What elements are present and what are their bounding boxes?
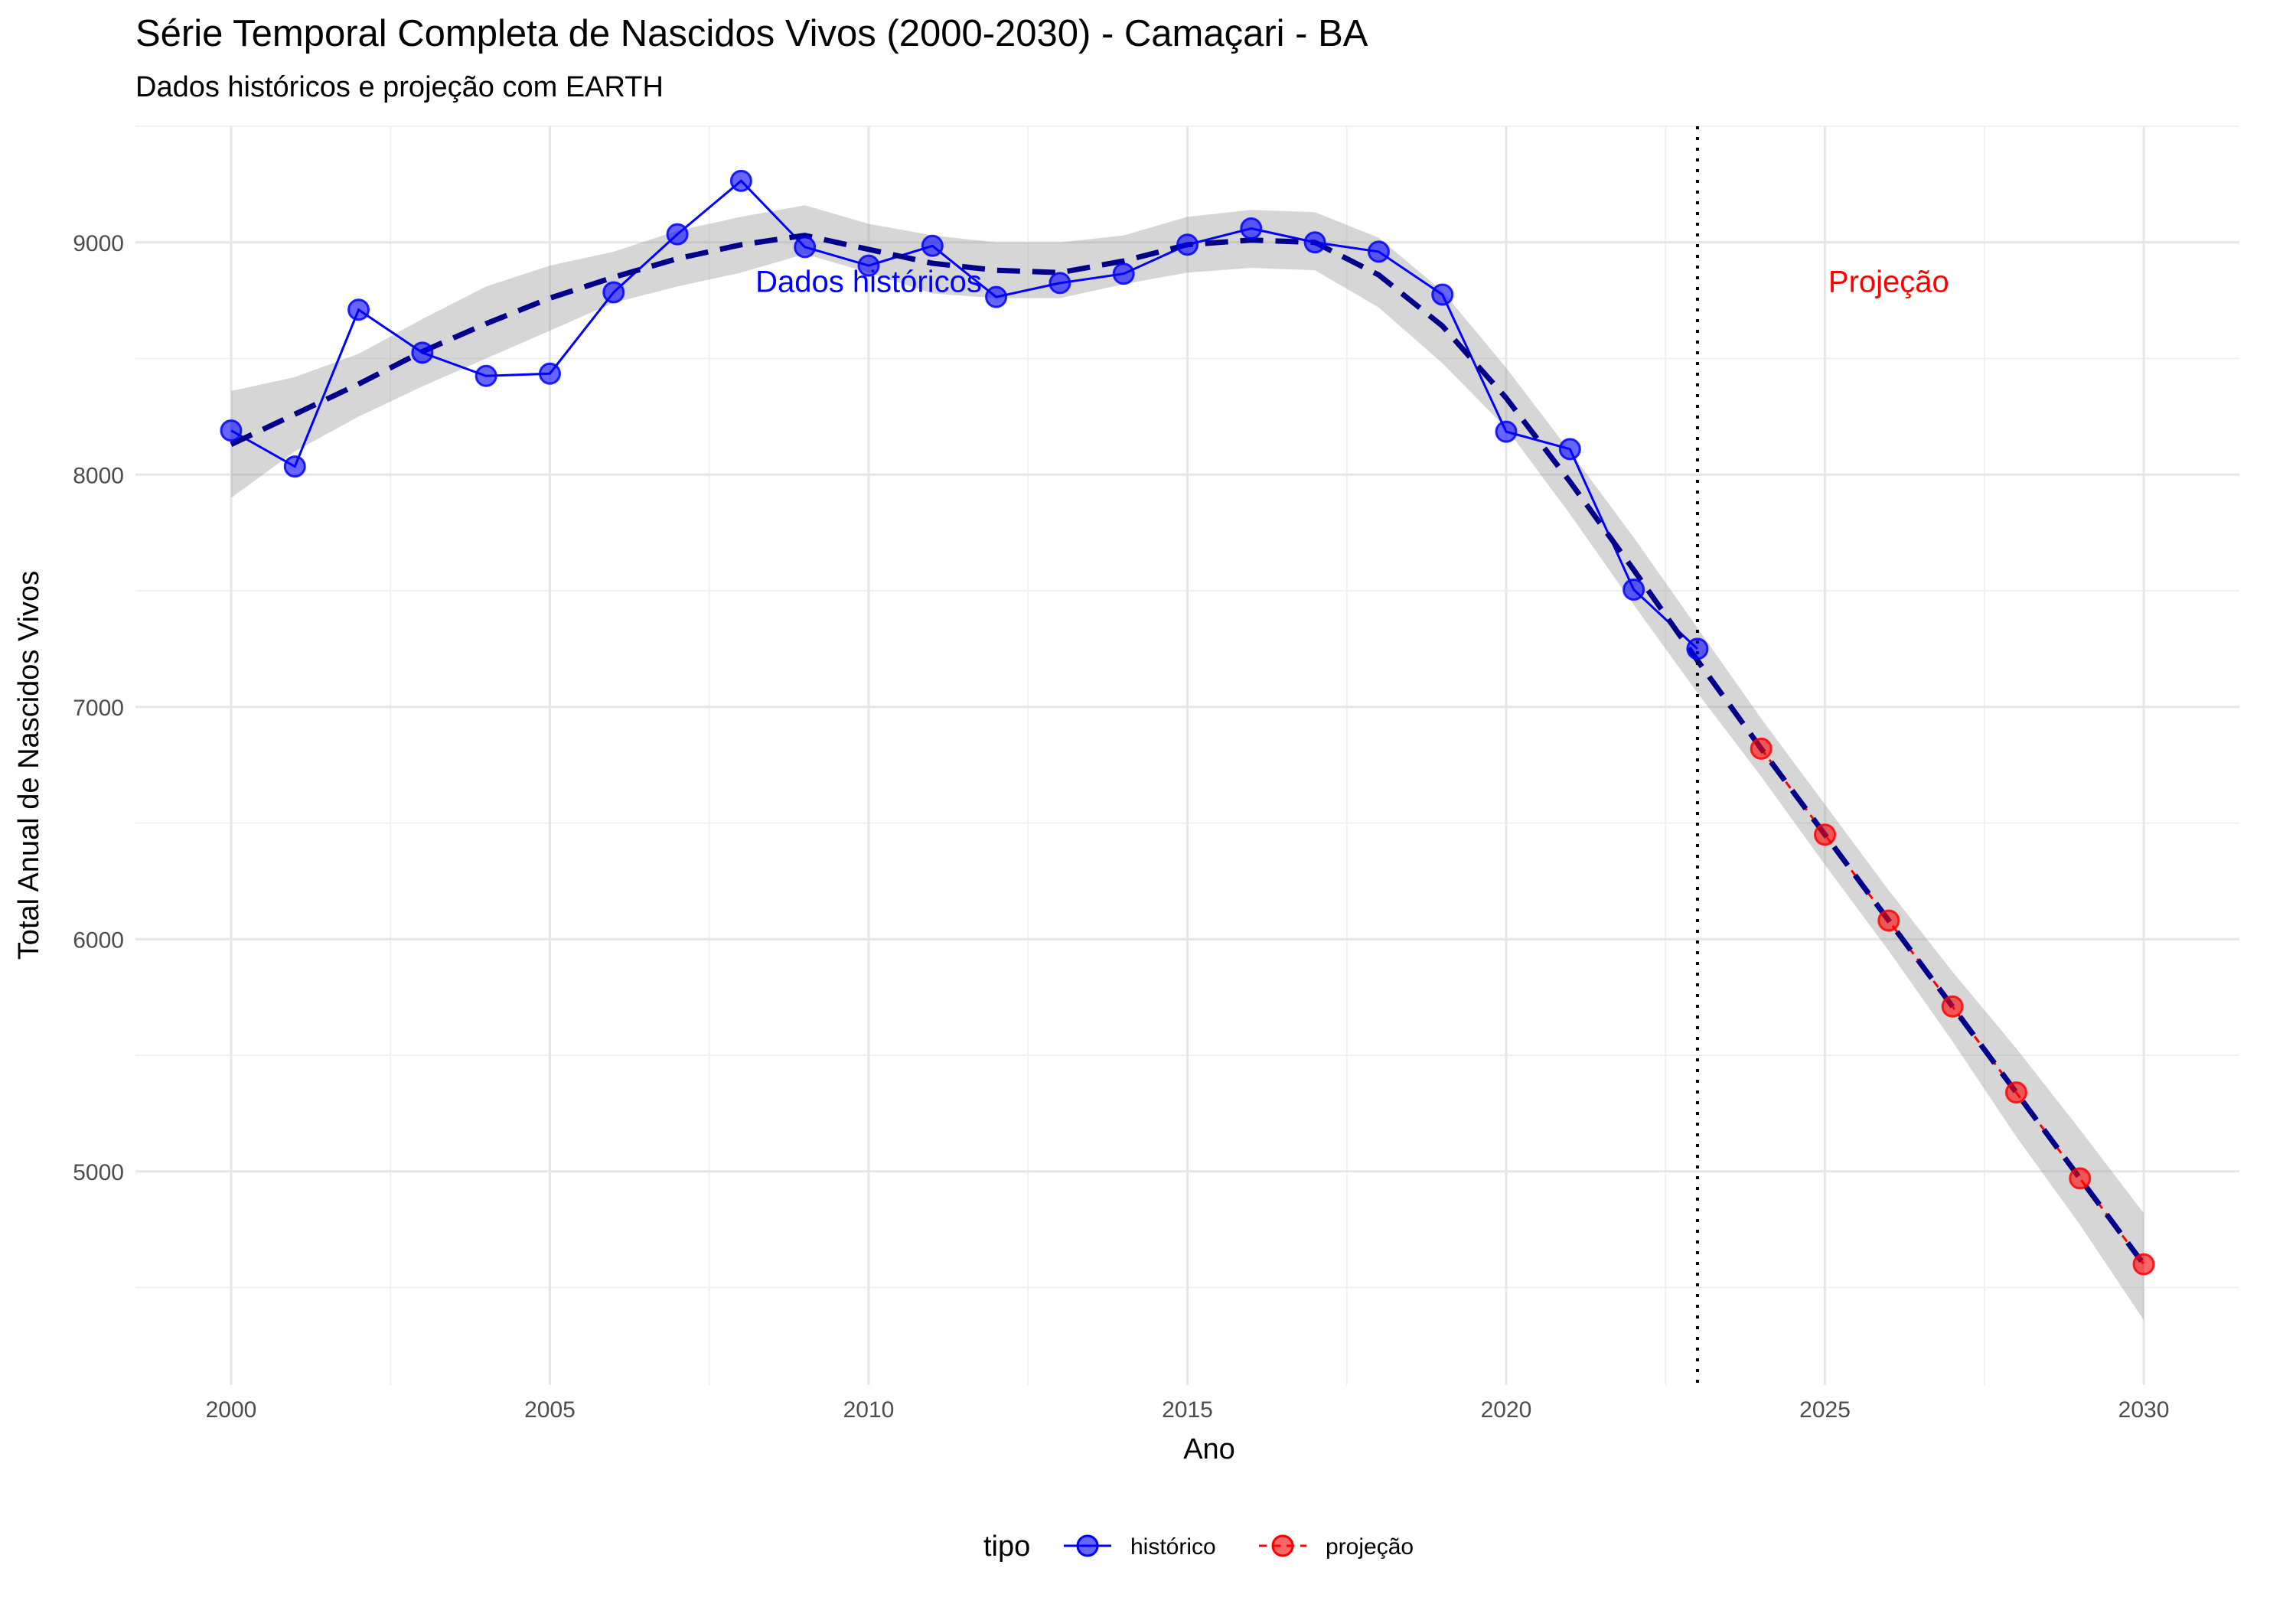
x-tick-label: 2005 (524, 1397, 576, 1423)
data-point-historico (1176, 233, 1199, 256)
data-point-projecao (1941, 995, 1964, 1018)
y-tick-label: 7000 (73, 696, 124, 721)
legend-label: histórico (1130, 1534, 1216, 1560)
y-axis-title: Total Anual de Nascidos Vivos (13, 571, 45, 960)
data-point-historico (220, 419, 243, 442)
data-point-projecao (1814, 823, 1837, 846)
data-point-historico (475, 364, 497, 387)
data-point-projecao (1877, 909, 1900, 932)
x-axis-title: Ano (1183, 1433, 1235, 1465)
legend-title: tipo (983, 1530, 1030, 1563)
annotations-layer: Dados históricos Projeção (755, 265, 1949, 298)
legend: tipo histórico projeção (983, 1530, 1414, 1563)
series-line-historico (230, 179, 1698, 650)
data-point-historico (921, 234, 944, 257)
x-tick-label: 2030 (2118, 1397, 2170, 1423)
data-point-historico (666, 223, 689, 246)
data-point-projecao (2069, 1167, 2092, 1190)
x-axis-ticks: 2000 2005 2010 2015 2020 2025 2030 (206, 1397, 2170, 1423)
legend-label: projeção (1326, 1534, 1414, 1560)
y-axis-ticks: 5000 6000 7000 8000 9000 (73, 231, 124, 1185)
data-point-historico (985, 285, 1008, 308)
chart-title: Série Temporal Completa de Nascidos Vivo… (135, 13, 1368, 54)
confidence-ribbon (230, 205, 2144, 1321)
x-tick-label: 2015 (1162, 1397, 1213, 1423)
data-point-historico (411, 341, 434, 364)
data-point-historico (1049, 272, 1071, 295)
data-point-historico (1240, 217, 1263, 240)
confidence-ribbon-layer (230, 205, 2144, 1321)
data-point-historico (1558, 438, 1581, 461)
legend-key-point (1076, 1534, 1099, 1557)
y-tick-label: 6000 (73, 927, 124, 953)
data-point-historico (538, 362, 561, 385)
data-point-historico (1495, 420, 1518, 443)
data-point-historico (857, 254, 880, 277)
data-point-historico (602, 281, 625, 304)
x-tick-label: 2020 (1481, 1397, 1532, 1423)
series-points-layer (220, 169, 2155, 1276)
data-point-historico (1112, 262, 1135, 285)
x-tick-label: 2025 (1799, 1397, 1851, 1423)
data-point-historico (1686, 637, 1709, 660)
legend-entries: histórico projeção (1064, 1534, 1414, 1560)
data-point-historico (1431, 283, 1454, 306)
data-point-historico (1623, 578, 1645, 601)
y-tick-label: 8000 (73, 463, 124, 488)
data-point-historico (347, 298, 370, 321)
y-tick-label: 9000 (73, 231, 124, 256)
annotation-label: Dados históricos (755, 265, 982, 298)
legend-key-point (1271, 1534, 1294, 1557)
x-tick-label: 2010 (843, 1397, 895, 1423)
data-point-projecao (1750, 737, 1773, 760)
data-point-historico (729, 169, 752, 192)
chart-subtitle: Dados históricos e projeção com EARTH (135, 71, 664, 103)
data-point-historico (283, 455, 306, 478)
data-point-projecao (2004, 1081, 2027, 1104)
x-tick-label: 2000 (206, 1397, 257, 1423)
data-point-historico (794, 236, 817, 259)
grid-major (135, 126, 2239, 1385)
data-point-projecao (2132, 1253, 2155, 1276)
data-point-historico (1367, 240, 1390, 263)
data-point-historico (1303, 231, 1326, 254)
y-tick-label: 5000 (73, 1160, 124, 1185)
annotation-label: Projeção (1828, 265, 1949, 298)
